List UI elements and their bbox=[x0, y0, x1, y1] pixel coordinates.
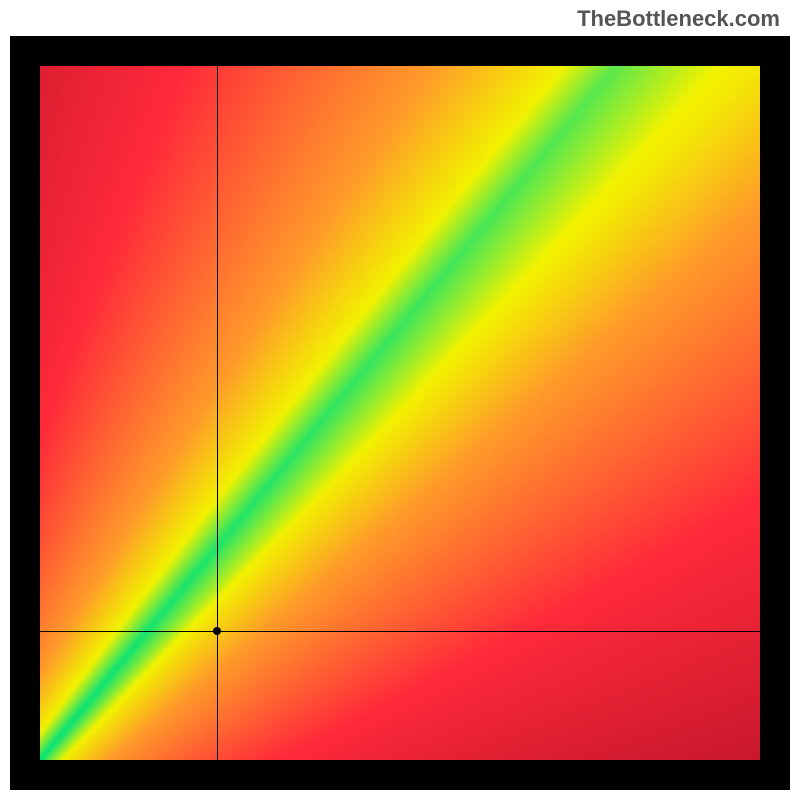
watermark-label: TheBottleneck.com bbox=[577, 6, 780, 32]
crosshair-vertical bbox=[217, 66, 218, 760]
selection-marker-dot bbox=[213, 627, 221, 635]
heatmap-canvas bbox=[40, 66, 760, 760]
chart-outer-frame bbox=[10, 36, 790, 790]
heatmap-plot-area bbox=[40, 66, 760, 760]
crosshair-horizontal bbox=[40, 631, 760, 632]
